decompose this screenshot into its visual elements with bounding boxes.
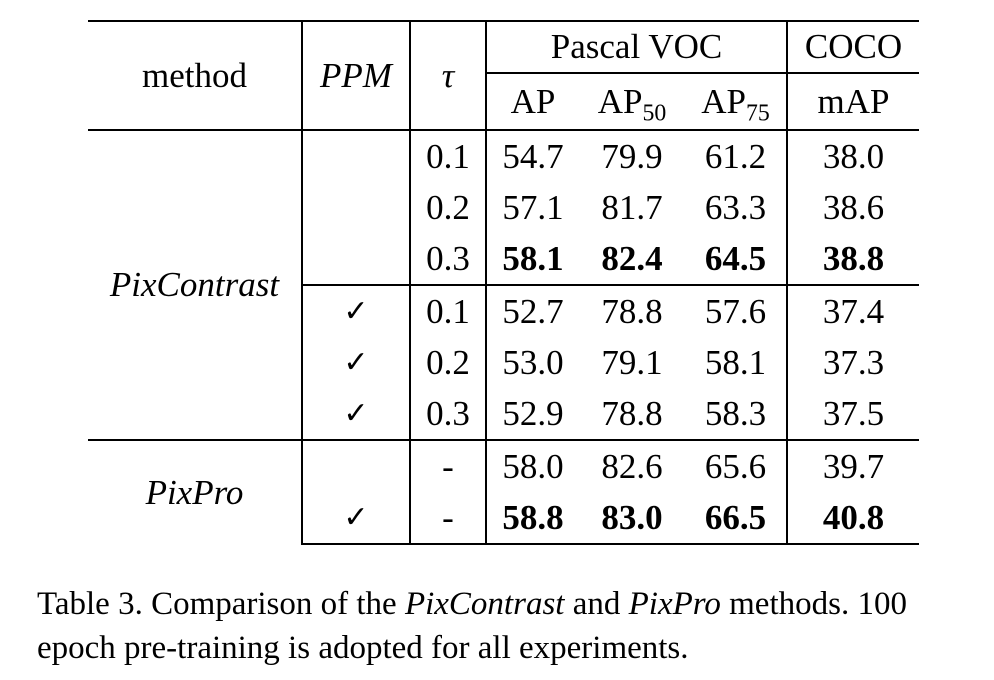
- ppm-cell: [302, 130, 411, 182]
- ap50-cell: 79.1: [601, 342, 663, 382]
- results-table: method PPM τ Pascal VOC COCO AP AP50 AP7…: [88, 20, 919, 545]
- ap75-cell: 64.5: [685, 233, 788, 285]
- method-label: PixContrast: [88, 130, 303, 440]
- map-cell: 40.8: [787, 492, 919, 545]
- header-coco: COCO: [787, 20, 919, 74]
- caption-middle: and: [564, 586, 629, 622]
- header-pascal-voc: Pascal VOC: [486, 20, 788, 74]
- map-cell: 37.3: [822, 342, 885, 382]
- ppm-cell: ✓: [302, 284, 411, 337]
- header-ap50: AP50: [579, 73, 685, 131]
- table-caption: Table 3. Comparison of the PixContrast a…: [37, 582, 977, 670]
- header-ap: AP: [486, 73, 579, 131]
- ap75-cell: 66.5: [685, 492, 788, 545]
- map-cell: 39.7: [787, 439, 919, 492]
- ap-cell: 58.8: [486, 492, 579, 545]
- header-method: method: [88, 20, 303, 131]
- ap75-cell: 63.3: [685, 182, 788, 233]
- tau-cell: 0.1: [410, 130, 487, 182]
- ap75-cell: 61.2: [685, 130, 788, 182]
- caption-method-pixcontrast: PixContrast: [404, 586, 565, 622]
- ap75-cell: 65.6: [685, 439, 788, 492]
- ap-cell: 52.7: [486, 284, 579, 337]
- ap-cell: 52.9: [502, 393, 564, 433]
- tau-cell: 0.3: [410, 388, 487, 440]
- ppm-cell: ✓: [302, 337, 411, 388]
- map-cell: 38.0: [822, 136, 885, 176]
- tau-cell: -: [410, 439, 487, 492]
- ap50-cell: 78.8: [579, 284, 685, 337]
- ap-cell: 58.1: [502, 238, 564, 278]
- map-cell: 38.8: [822, 238, 885, 278]
- ap-cell: 53.0: [502, 342, 564, 382]
- ap75-cell: 57.6: [685, 284, 788, 337]
- ap50-cell: 81.7: [601, 187, 663, 227]
- tau-cell: 0.2: [410, 182, 487, 233]
- header-ap75: AP75: [685, 73, 788, 131]
- tau-cell: 0.2: [410, 337, 487, 388]
- header-tau: τ: [410, 20, 487, 131]
- tau-cell: 0.3: [410, 233, 487, 285]
- ap50-cell: 82.4: [601, 238, 663, 278]
- map-cell: 37.5: [822, 393, 885, 433]
- ap-cell: 57.1: [502, 187, 564, 227]
- ppm-cell: ✓: [302, 388, 411, 440]
- header-ppm: PPM: [302, 20, 411, 131]
- caption-prefix: Table 3. Comparison of the: [37, 586, 405, 622]
- caption-method-pixpro: PixPro: [628, 586, 721, 622]
- ap75-cell: 58.3: [685, 388, 788, 440]
- ppm-cell: ✓: [302, 492, 411, 545]
- ap-cell: 58.0: [486, 439, 579, 492]
- method-label: PixPro: [88, 439, 303, 544]
- ap50-cell: 79.9: [601, 136, 663, 176]
- tau-cell: 0.1: [410, 284, 487, 337]
- tau-cell: -: [410, 492, 487, 545]
- ap75-cell: 58.1: [685, 337, 788, 388]
- ppm-cell: [302, 182, 411, 233]
- ppm-cell: [302, 233, 411, 285]
- header-map: mAP: [787, 73, 919, 131]
- ppm-cell: [302, 439, 411, 492]
- ap50-cell: 83.0: [579, 492, 685, 545]
- ap50-cell: 82.6: [579, 439, 685, 492]
- map-cell: 38.6: [822, 187, 885, 227]
- map-cell: 37.4: [787, 284, 919, 337]
- ap-cell: 54.7: [502, 136, 564, 176]
- ap50-cell: 78.8: [601, 393, 663, 433]
- caption-suffix: methods. 100 epoch pre-training is adopt…: [37, 586, 907, 666]
